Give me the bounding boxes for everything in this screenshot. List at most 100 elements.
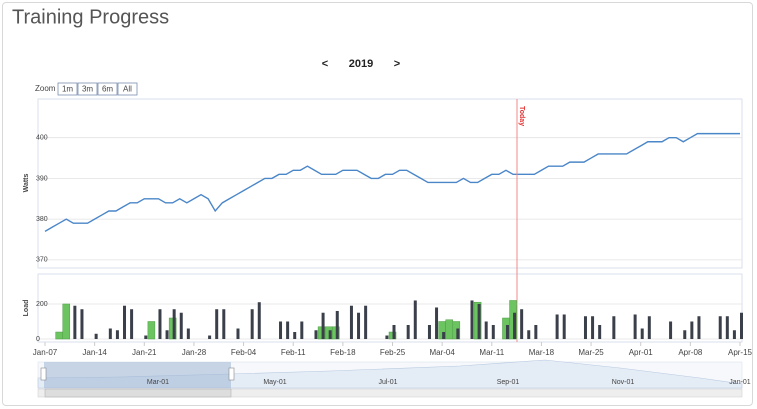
bar xyxy=(279,321,283,340)
bar xyxy=(477,303,481,340)
scrollbar[interactable] xyxy=(37,388,743,398)
bar xyxy=(165,330,169,340)
bar xyxy=(718,316,722,340)
y-tick-label: 0 xyxy=(36,336,40,343)
bar xyxy=(633,314,637,340)
zoom-button[interactable] xyxy=(77,82,98,96)
x-tick-label: Apr-01 xyxy=(629,348,654,357)
bar xyxy=(392,325,396,340)
bar xyxy=(435,307,439,340)
line-series xyxy=(44,132,740,232)
bar xyxy=(186,328,190,340)
x-tick-label: Jan-21 xyxy=(132,348,157,357)
zoom-button[interactable] xyxy=(117,82,138,96)
bar xyxy=(257,302,261,340)
bar xyxy=(147,321,156,340)
zoom-button-label[interactable]: 3m xyxy=(82,85,93,94)
year: 2019 xyxy=(349,58,373,70)
x-tick-label: Jan-07 xyxy=(33,348,58,357)
navigator-label: Mar-01 xyxy=(147,379,169,386)
navigator-label: Nov-01 xyxy=(612,379,635,386)
bar xyxy=(115,330,119,340)
bar xyxy=(385,335,389,340)
bar xyxy=(456,328,460,340)
x-tick-label: Jan-14 xyxy=(82,348,107,357)
x-tick-label: Feb-25 xyxy=(380,348,406,357)
bar xyxy=(222,309,226,340)
bar xyxy=(208,335,212,340)
bar xyxy=(591,316,595,340)
bar xyxy=(520,309,524,340)
bar xyxy=(505,325,509,340)
navigator-selection[interactable] xyxy=(44,362,231,388)
x-tick-label: Feb-11 xyxy=(281,348,306,357)
bar xyxy=(612,316,616,340)
bar xyxy=(250,309,254,340)
bar xyxy=(647,316,651,340)
card xyxy=(2,2,753,406)
plot-frame xyxy=(37,98,743,269)
bar xyxy=(491,325,495,340)
next-year[interactable]: > xyxy=(394,58,400,70)
x-tick-label: Feb-04 xyxy=(231,348,257,357)
x-tick-label: Feb-18 xyxy=(330,348,356,357)
plot-frame xyxy=(37,273,743,343)
bar xyxy=(123,305,127,340)
scrollbar-thumb[interactable] xyxy=(44,388,232,398)
bar xyxy=(293,332,297,340)
bar xyxy=(640,328,644,340)
bar xyxy=(740,312,743,340)
bar xyxy=(442,332,446,340)
y-axis-label: Watts xyxy=(23,173,30,192)
bar xyxy=(527,330,531,340)
bar xyxy=(732,330,736,340)
bar xyxy=(215,309,219,340)
prev-year[interactable]: < xyxy=(322,58,328,70)
bar xyxy=(697,316,701,340)
bar xyxy=(364,305,368,340)
bar xyxy=(406,325,410,340)
bar xyxy=(73,305,77,340)
bar xyxy=(314,330,318,340)
navigator-label: Sep-01 xyxy=(497,379,520,386)
bar xyxy=(669,321,673,340)
bar xyxy=(172,309,176,340)
x-tick-label: Mar-18 xyxy=(529,348,555,357)
bar xyxy=(357,312,361,340)
bar xyxy=(321,312,325,340)
bar xyxy=(94,333,98,340)
zoom-button[interactable] xyxy=(57,82,78,96)
navigator-label: Jan-01 xyxy=(729,379,751,386)
bar xyxy=(445,319,453,340)
x-tick-label: Mar-25 xyxy=(578,348,604,357)
bar xyxy=(349,305,353,340)
x-tick-label: Apr-08 xyxy=(678,348,703,357)
y-tick-label: 400 xyxy=(36,135,48,142)
x-tick-label: Jan-28 xyxy=(182,348,207,357)
today-label: Today xyxy=(518,106,525,126)
x-tick-label: Mar-04 xyxy=(429,348,455,357)
zoom-button-label[interactable]: 1m xyxy=(62,85,73,94)
zoom-button-label[interactable]: 6m xyxy=(102,85,113,94)
bar xyxy=(683,330,687,340)
y-tick-label: 370 xyxy=(36,257,48,264)
y-tick-label: 390 xyxy=(36,175,48,182)
zoom-button[interactable] xyxy=(97,82,118,96)
bar xyxy=(562,314,566,340)
bar xyxy=(690,321,694,340)
y-axis-label: Load xyxy=(23,300,30,317)
zoom-label: Zoom xyxy=(35,84,56,93)
navigator-handle[interactable] xyxy=(228,367,235,381)
x-tick-label: Apr-15 xyxy=(728,348,753,357)
x-tick-label: Mar-11 xyxy=(479,348,504,357)
bar xyxy=(484,321,488,340)
zoom-button-label[interactable]: All xyxy=(123,85,132,94)
bar xyxy=(80,309,84,340)
page-title: Training Progress xyxy=(12,6,169,28)
y-tick-label: 200 xyxy=(36,301,48,308)
bar xyxy=(534,325,538,340)
y-tick-label: 380 xyxy=(36,216,48,223)
bar xyxy=(555,314,559,340)
bar xyxy=(583,316,587,340)
navigator-handle[interactable] xyxy=(40,367,47,381)
